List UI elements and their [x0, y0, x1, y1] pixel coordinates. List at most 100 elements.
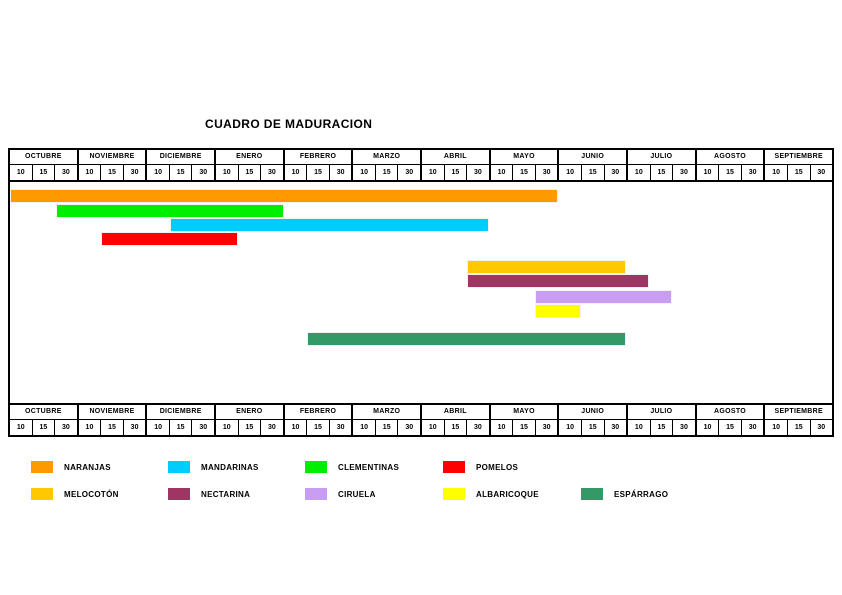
month-column-abril: ABRIL 10 15 30 — [420, 405, 489, 435]
tick-label: 10 — [497, 169, 506, 176]
month-label: ENERO — [216, 405, 283, 420]
legend-label: NECTARINA — [201, 489, 251, 499]
month-column-febrero: FEBRERO 10 15 30 — [282, 150, 352, 180]
tick-label: 10 — [154, 424, 163, 431]
tick-label: 10 — [703, 424, 712, 431]
month-column-junio: JUNIO 10 15 30 — [557, 150, 627, 180]
legend-item-ciruela: CIRUELA — [305, 488, 376, 500]
tick-label: 10 — [634, 424, 643, 431]
tick-row: 10 15 30 — [79, 420, 146, 435]
tick-label: 15 — [580, 420, 604, 435]
month-column-octubre: OCTUBRE 10 15 30 — [10, 150, 77, 180]
chart-title: CUADRO DE MADURACION — [205, 117, 373, 131]
gantt-bar-melocoton — [466, 260, 627, 274]
month-column-enero: ENERO 10 15 30 — [214, 150, 283, 180]
month-label: JUNIO — [559, 405, 627, 420]
tick-label: 10 — [772, 424, 781, 431]
legend-swatch-esparrago — [581, 488, 603, 500]
legend-label: ESPÁRRAGO — [614, 489, 669, 499]
tick-row: 10 15 30 — [285, 165, 352, 180]
tick-label: 15 — [374, 165, 398, 180]
tick-row: 10 15 30 — [10, 165, 77, 180]
tick-label: 30 — [809, 165, 833, 180]
tick-label: 30 — [466, 420, 489, 435]
tick-label: 15 — [649, 420, 673, 435]
tick-label: 15 — [31, 420, 55, 435]
tick-label: 30 — [260, 420, 283, 435]
tick-label: 15 — [512, 165, 535, 180]
tick-label: 30 — [191, 165, 214, 180]
month-column-julio: JULIO 10 15 30 — [626, 150, 695, 180]
tick-label: 30 — [534, 165, 558, 180]
gantt-bar-pomelos — [101, 232, 239, 246]
tick-label: 30 — [260, 165, 283, 180]
tick-label: 15 — [100, 420, 123, 435]
month-axis-top: OCTUBRE 10 15 30 NOVIEMBRE 10 15 30 DICIEMBRE 10 1… — [8, 148, 834, 182]
month-label: MARZO — [353, 150, 421, 165]
tick-label: 15 — [580, 165, 604, 180]
month-label: ABRIL — [422, 405, 489, 420]
month-column-diciembre: DICIEMBRE 10 15 30 — [145, 405, 215, 435]
tick-row: 10 15 30 — [559, 420, 626, 435]
month-label: DICIEMBRE — [147, 150, 215, 165]
tick-label: 30 — [328, 165, 352, 180]
tick-label: 30 — [54, 420, 77, 435]
tick-row: 10 15 30 — [147, 165, 214, 180]
month-column-marzo: MARZO 10 15 30 — [351, 405, 421, 435]
tick-label: 10 — [16, 424, 25, 431]
legend-item-clementinas: CLEMENTINAS — [305, 461, 399, 473]
tick-label: 15 — [306, 165, 329, 180]
legend-swatch-nectarina — [168, 488, 190, 500]
tick-label: 15 — [168, 420, 192, 435]
tick-label: 30 — [740, 420, 764, 435]
month-column-agosto: AGOSTO 10 15 30 — [694, 150, 764, 180]
tick-label: 10 — [291, 169, 300, 176]
gantt-bar-albaricoque — [535, 304, 581, 318]
month-column-agosto: AGOSTO 10 15 30 — [694, 405, 764, 435]
tick-row: 10 15 30 — [491, 165, 558, 180]
month-label: JUNIO — [559, 150, 627, 165]
legend-label: MANDARINAS — [201, 462, 259, 472]
month-label: OCTUBRE — [10, 405, 77, 420]
tick-row: 10 15 30 — [216, 420, 283, 435]
tick-label: 30 — [328, 420, 352, 435]
tick-row: 10 15 30 — [353, 420, 420, 435]
tick-label: 30 — [466, 165, 489, 180]
tick-label: 30 — [603, 420, 627, 435]
tick-label: 15 — [237, 165, 261, 180]
month-column-enero: ENERO 10 15 30 — [214, 405, 283, 435]
plot-area — [8, 182, 834, 403]
tick-label: 15 — [443, 165, 467, 180]
tick-row: 10 15 30 — [216, 165, 283, 180]
tick-row: 10 15 30 — [697, 420, 764, 435]
tick-label: 15 — [786, 420, 810, 435]
tick-label: 10 — [291, 424, 300, 431]
tick-label: 15 — [306, 420, 329, 435]
tick-row: 10 15 30 — [765, 165, 832, 180]
tick-label: 10 — [428, 169, 437, 176]
tick-label: 30 — [54, 165, 77, 180]
tick-row: 10 15 30 — [559, 165, 626, 180]
tick-row: 10 15 30 — [353, 165, 420, 180]
month-label: OCTUBRE — [10, 150, 77, 165]
tick-label: 15 — [31, 165, 55, 180]
legend-label: NARANJAS — [64, 462, 111, 472]
tick-row: 10 15 30 — [79, 165, 146, 180]
legend-label: CIRUELA — [338, 489, 376, 499]
tick-label: 30 — [672, 420, 695, 435]
legend-swatch-albaricoque — [443, 488, 465, 500]
tick-label: 15 — [718, 165, 741, 180]
month-column-noviembre: NOVIEMBRE 10 15 30 — [76, 405, 146, 435]
month-label: DICIEMBRE — [147, 405, 215, 420]
gantt-bar-clementinas — [55, 204, 284, 218]
tick-label: 15 — [374, 420, 398, 435]
month-column-diciembre: DICIEMBRE 10 15 30 — [145, 150, 215, 180]
month-label: NOVIEMBRE — [78, 150, 146, 165]
tick-label: 10 — [566, 424, 575, 431]
tick-row: 10 15 30 — [285, 420, 352, 435]
tick-label: 10 — [703, 169, 712, 176]
tick-label: 30 — [397, 165, 420, 180]
tick-row: 10 15 30 — [697, 165, 764, 180]
legend-label: ALBARICOQUE — [476, 489, 539, 499]
tick-label: 10 — [634, 169, 643, 176]
